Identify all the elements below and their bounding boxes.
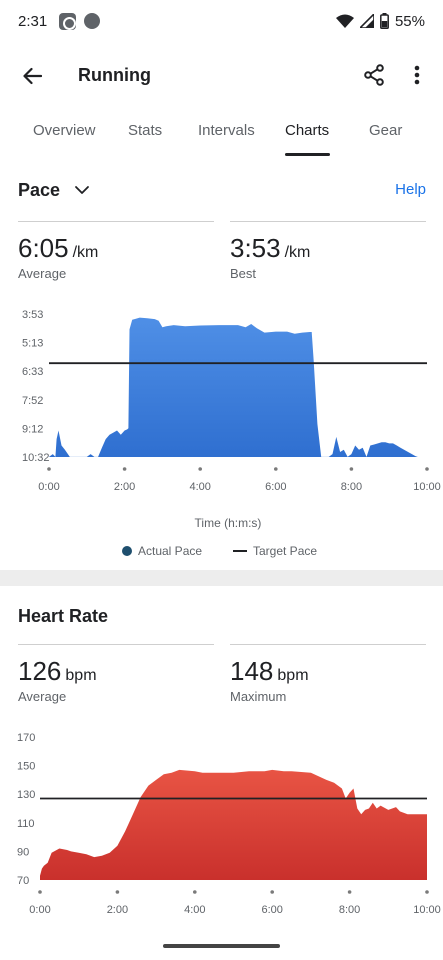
- page-title: Running: [78, 65, 151, 85]
- hr-maximum-label: Maximum: [230, 689, 287, 704]
- x-axis-tick-label: 8:00: [341, 481, 362, 493]
- pace-average-value: 6:05/km: [18, 233, 98, 264]
- tab-overview[interactable]: Overview: [33, 122, 96, 139]
- pace-average-number: 6:05: [18, 233, 69, 263]
- x-axis-tick-label: 4:00: [184, 904, 205, 916]
- y-axis-tick-label: 7:52: [22, 395, 43, 407]
- x-axis-tick-label: 2:00: [114, 481, 135, 493]
- heart-rate-chart: 170 150 130 110 90 70 0:00 2:00 4:00 6:00 8:00 10:…: [17, 732, 441, 916]
- wifi-icon: [335, 14, 354, 28]
- status-time: 2:31: [18, 13, 48, 30]
- y-axis-tick-label: 90: [17, 846, 29, 858]
- x-axis-tick-label: 8:00: [339, 904, 360, 916]
- stat-divider: [18, 221, 214, 222]
- y-axis-tick-label: 110: [17, 818, 35, 830]
- tab-charts[interactable]: Charts: [285, 122, 330, 139]
- pace-average-label: Average: [18, 266, 67, 281]
- x-axis-tick-mark: [38, 890, 42, 894]
- pace-chart: 3:53 5:13 6:33 7:52 9:12 10:32 0:00 2:00 4:00 6:…: [22, 309, 441, 558]
- status-icons: 55%: [335, 11, 425, 31]
- gesture-nav-handle[interactable]: [163, 944, 280, 948]
- hr-average-value: 126 bpm: [18, 656, 97, 687]
- pace-title[interactable]: Pace: [18, 180, 61, 200]
- hr-maximum-number: 148: [230, 656, 274, 686]
- y-axis-tick-label: 130: [17, 789, 35, 801]
- share-icon: [364, 64, 384, 86]
- tab-active-indicator: [285, 153, 330, 156]
- stat-divider: [230, 644, 426, 645]
- actual-pace-legend-dot: [122, 546, 132, 556]
- hr-average-label: Average: [18, 689, 67, 704]
- y-axis-tick-label: 9:12: [22, 423, 43, 435]
- x-axis-tick-mark: [274, 467, 278, 471]
- pace-best-label: Best: [230, 266, 257, 281]
- y-axis-tick-label: 150: [17, 761, 35, 773]
- x-axis-tick-mark: [425, 890, 429, 894]
- actual-pace-area: [49, 317, 418, 457]
- chevron-down-icon[interactable]: [72, 180, 92, 200]
- section-separator: [0, 570, 443, 586]
- status-bar: 2:31 55%: [0, 0, 443, 44]
- y-axis-tick-label: 70: [17, 875, 29, 887]
- y-axis-tick-label: 170: [17, 732, 35, 744]
- back-button[interactable]: [16, 60, 48, 92]
- tab-bar: Overview Stats Intervals Charts Gear: [0, 110, 443, 158]
- y-axis-tick-label: 5:13: [22, 338, 43, 350]
- pace-x-axis-title: Time (h:m:s): [195, 516, 262, 530]
- battery-percentage: 55%: [394, 12, 425, 30]
- x-axis-tick-label: 10:00: [413, 904, 441, 916]
- battery-icon: [380, 13, 389, 29]
- x-axis-tick-mark: [349, 467, 354, 471]
- tab-intervals[interactable]: Intervals: [198, 122, 255, 139]
- y-axis-tick-label: 6:33: [22, 366, 43, 378]
- pace-section-header: Pace Help: [0, 172, 443, 212]
- stat-divider: [230, 221, 426, 222]
- x-axis-tick-mark: [425, 467, 429, 471]
- x-axis-tick-label: 6:00: [261, 904, 282, 916]
- x-axis-tick-mark: [193, 890, 197, 894]
- pace-best-unit: /km: [284, 244, 311, 261]
- x-axis-tick-mark: [347, 890, 352, 894]
- y-axis-tick-label: 10:32: [22, 452, 50, 464]
- stat-divider: [18, 644, 214, 645]
- heart-rate-area: [40, 769, 427, 880]
- back-arrow-icon: [23, 67, 42, 85]
- x-axis-tick-label: 4:00: [189, 481, 210, 493]
- x-axis-tick-label: 0:00: [38, 481, 59, 493]
- pace-best-number: 3:53: [230, 233, 281, 263]
- help-link[interactable]: Help: [395, 181, 426, 198]
- x-axis-tick-label: 2:00: [107, 904, 128, 916]
- x-axis-tick-label: 10:00: [413, 481, 441, 493]
- x-axis-tick-mark: [270, 890, 275, 894]
- pace-average-unit: /km: [72, 244, 99, 261]
- y-axis-tick-label: 3:53: [22, 309, 43, 321]
- pace-legend: Actual Pace Target Pace: [122, 544, 317, 558]
- x-axis-tick-label: 0:00: [29, 904, 50, 916]
- more-options-button[interactable]: [405, 60, 429, 90]
- tab-stats[interactable]: Stats: [128, 122, 163, 139]
- heart-rate-section-header: Heart Rate: [0, 598, 443, 638]
- hr-maximum-value: 148 bpm: [230, 656, 309, 687]
- x-axis-tick-mark: [122, 467, 127, 471]
- x-axis-tick-mark: [47, 467, 51, 471]
- signal-icon: [359, 14, 374, 28]
- x-axis-tick-label: 6:00: [265, 481, 286, 493]
- x-axis-tick-mark: [115, 890, 120, 894]
- actual-pace-legend-label: Actual Pace: [138, 544, 202, 558]
- screen-record-icon: [59, 13, 76, 30]
- app-bar: Running: [0, 48, 443, 104]
- notification-dot-icon: [84, 13, 100, 29]
- hr-average-unit: bpm: [65, 667, 97, 684]
- target-pace-legend-label: Target Pace: [253, 544, 317, 558]
- more-vert-icon: [414, 65, 420, 85]
- tab-gear[interactable]: Gear: [369, 122, 403, 139]
- heart-rate-title: Heart Rate: [18, 606, 109, 626]
- hr-average-number: 126: [18, 656, 62, 686]
- pace-best-value: 3:53/km: [230, 233, 310, 264]
- hr-maximum-unit: bpm: [277, 667, 309, 684]
- x-axis-tick-mark: [198, 467, 202, 471]
- share-button[interactable]: [359, 60, 389, 90]
